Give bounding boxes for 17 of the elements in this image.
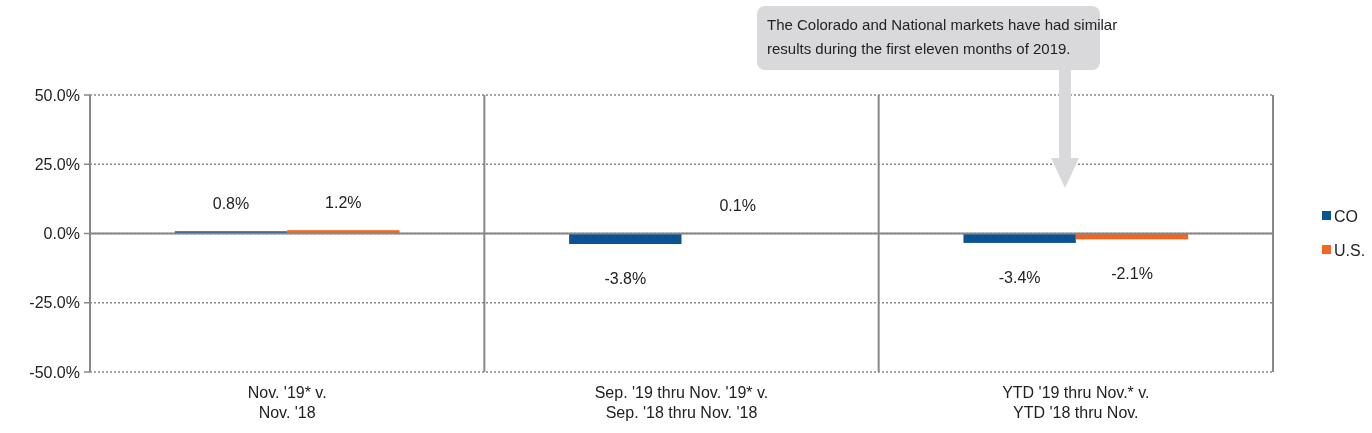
y-tick-label: -50.0%: [29, 363, 80, 381]
y-tick-label: 0.0%: [43, 225, 80, 243]
y-tick-label: 25.0%: [34, 155, 80, 173]
data-label: 1.2%: [325, 194, 362, 212]
legend-label: U.S.: [1334, 241, 1366, 259]
y-tick-label: -25.0%: [29, 294, 80, 312]
y-tick-label: 50.0%: [34, 86, 80, 104]
x-tick-label: Nov. '19* v. Nov. '18: [247, 384, 327, 421]
data-label: 0.1%: [719, 197, 756, 215]
x-tick-label: Sep. '19 thru Nov. '19* v. Sep. '18 thru Nov. '18: [594, 384, 769, 421]
data-label: 0.8%: [212, 195, 250, 213]
legend-label: CO: [1334, 207, 1358, 225]
data-label: -2.1%: [1111, 265, 1153, 283]
x-tick-label: YTD '19 thru Nov.* v. YTD '18 thru Nov.: [1002, 384, 1150, 421]
data-label: -3.4%: [998, 268, 1041, 286]
data-label: -3.8%: [604, 270, 647, 288]
text: The Colorado and National markets have had similar results during the first eleven months of 2019.: [767, 16, 1118, 57]
